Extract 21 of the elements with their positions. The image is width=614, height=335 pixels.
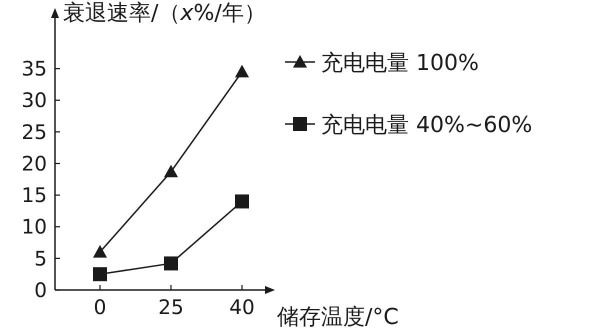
x-tick-label: 40: [229, 295, 255, 319]
x-tick-label: 25: [158, 295, 184, 319]
y-tick-label: 10: [22, 214, 47, 239]
point: [93, 245, 107, 258]
y-tick-label: 5: [34, 246, 47, 270]
point: [164, 256, 178, 270]
x-axis-title: 储存温度/°C: [277, 305, 399, 330]
y-tick-label: 35: [22, 56, 47, 81]
y-tick-label: 30: [22, 88, 47, 112]
y-tick-label: 15: [22, 183, 47, 208]
legend-label: 充电电量 40%~60%: [321, 113, 532, 138]
y-axis-title: 衰退速率/（x%/年）: [63, 1, 266, 26]
point: [164, 164, 178, 178]
x-tick-label: 0: [94, 295, 106, 319]
y-tick-label: 20: [22, 151, 47, 176]
point: [235, 194, 249, 208]
y-tick-label: 0: [34, 278, 47, 302]
y-tick-label: 25: [22, 120, 47, 144]
legend-label: 充电电量 100%: [321, 51, 479, 76]
point: [235, 64, 249, 78]
point: [93, 267, 107, 282]
